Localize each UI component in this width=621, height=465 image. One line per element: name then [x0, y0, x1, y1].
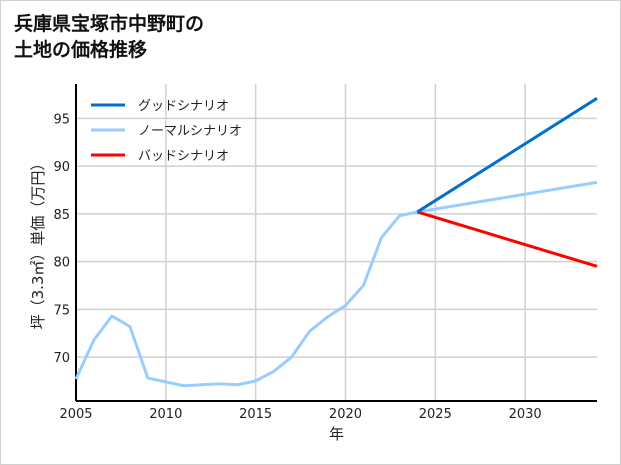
x-tick-label: 2025: [419, 407, 452, 422]
chart-title-line-2: 土地の価格推移: [14, 39, 148, 61]
legend-label: グッドシナリオ: [138, 99, 229, 114]
series-line-0: [416, 97, 598, 214]
y-tick-label: 90: [53, 160, 70, 175]
x-tick-label: 2020: [329, 407, 362, 422]
chart-title-line-1: 兵庫県宝塚市中野町の: [14, 13, 205, 35]
y-tick-label: 85: [53, 208, 70, 223]
y-tick-label: 95: [53, 112, 70, 127]
series-line-1: [74, 180, 598, 388]
x-tick-label: 2005: [59, 407, 92, 422]
legend-label: バッドシナリオ: [138, 149, 229, 164]
legend-label: ノーマルシナリオ: [138, 124, 242, 139]
y-tick-label: 70: [53, 351, 70, 366]
y-axis-label: 坪（3.3㎡）単価（万円）: [29, 156, 47, 330]
x-tick-label: 2015: [239, 407, 272, 422]
y-tick-label: 75: [53, 303, 70, 318]
x-axis-label: 年: [329, 425, 344, 443]
x-tick-label: 2030: [509, 407, 542, 422]
x-tick-label: 2010: [149, 407, 182, 422]
y-tick-label: 80: [53, 256, 70, 271]
series-line-2: [416, 210, 598, 268]
